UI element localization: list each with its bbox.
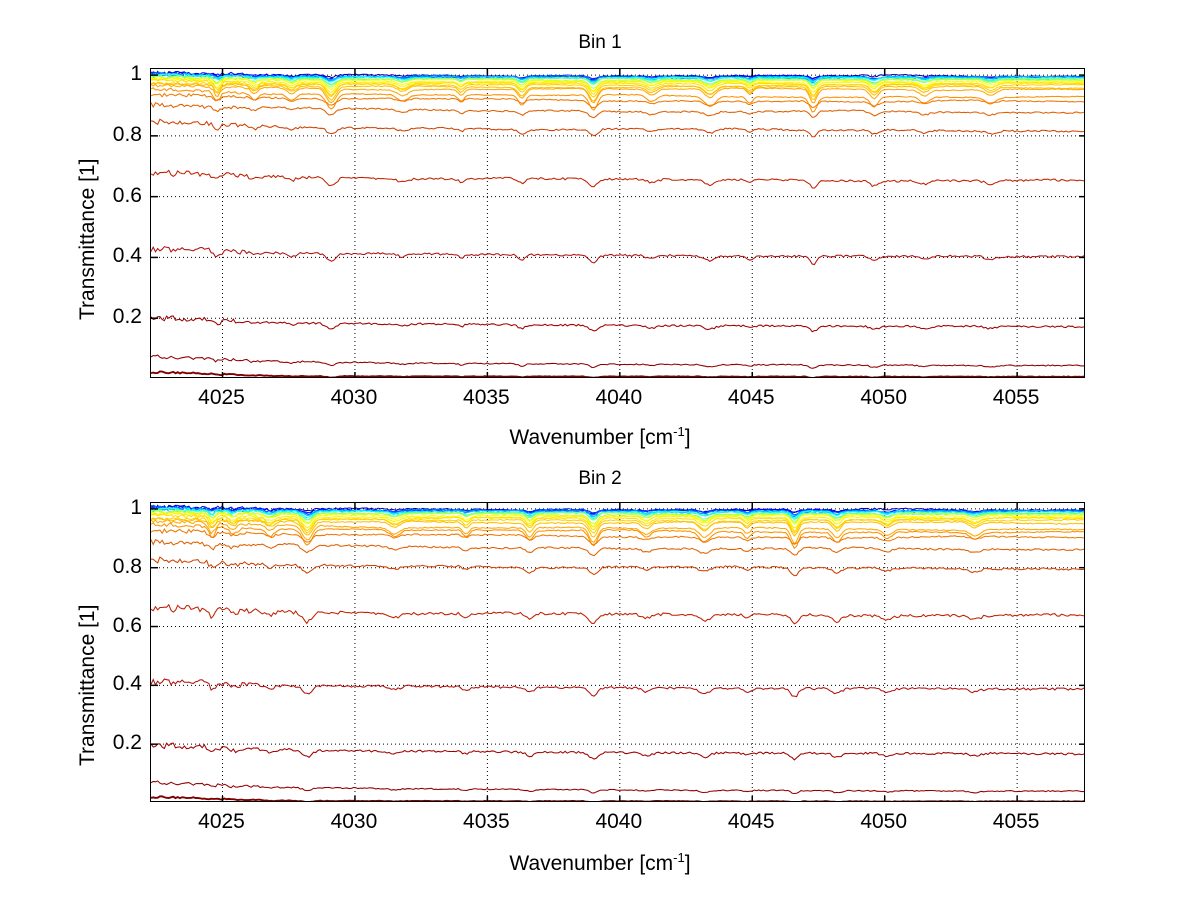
x-axis-label-text-bin-2: Wavenumber [cm	[509, 852, 674, 875]
spectrum-line	[151, 82, 1084, 102]
spectrum-line	[151, 354, 1084, 369]
x-tick-label: 4035	[463, 386, 510, 409]
spectrum-line	[151, 795, 1084, 801]
x-tick-label: 4045	[727, 810, 775, 833]
panel-bin-2: Bin 2 Transmittance [1] Wavenumber [cm-1…	[0, 446, 1200, 901]
spectrum-line	[151, 603, 1084, 625]
y-tick-label: 1	[130, 495, 142, 519]
spectrum-line	[151, 73, 1084, 83]
spectrum-line	[151, 678, 1084, 698]
y-tick-label: 0.4	[112, 672, 142, 696]
x-axis-label-tail-bin-2: ]	[684, 852, 691, 875]
y-tick-label: 0.8	[112, 122, 142, 146]
spectrum-line	[151, 76, 1084, 94]
spectrum-line	[151, 510, 1084, 529]
y-tick-label: 0.8	[112, 554, 142, 578]
x-tick-label: 4050	[860, 810, 908, 833]
spectra-lines-bin-1	[151, 69, 1084, 377]
spectrum-line	[151, 780, 1084, 795]
spectrum-line	[151, 517, 1084, 538]
x-tick-label: 4025	[198, 810, 245, 833]
spectrum-line	[151, 315, 1084, 333]
spectrum-line	[151, 79, 1084, 96]
spectrum-line	[151, 70, 1084, 80]
spectrum-line	[151, 76, 1084, 92]
panel-bin-1: Bin 1 Transmittance [1] Wavenumber [cm-1…	[0, 32, 1200, 450]
x-axis-label-exponent-bin-2: -1	[673, 850, 685, 865]
y-tick-label: 1	[130, 62, 142, 86]
x-axis-label-tail-bin-1: ]	[684, 426, 691, 449]
x-tick-label: 4040	[595, 386, 643, 409]
spectrum-line	[151, 528, 1084, 545]
y-axis-label-text-bin-1: Transmittance [1]	[76, 158, 99, 320]
spectrum-line	[151, 169, 1084, 189]
spectrum-line	[151, 75, 1084, 89]
y-tick-label: 0.4	[112, 244, 142, 268]
x-tick-label: 4050	[860, 386, 908, 409]
spectrum-line	[151, 102, 1084, 119]
x-axis-label-bin-2: Wavenumber [cm-1]	[0, 850, 1200, 876]
x-tick-label: 4045	[727, 386, 775, 409]
spectrum-line	[151, 513, 1084, 533]
spectrum-line	[151, 556, 1084, 577]
spectrum-line	[151, 507, 1084, 518]
spectrum-line	[151, 83, 1084, 104]
x-tick-label: 4030	[330, 386, 378, 409]
spectrum-line	[151, 516, 1084, 534]
x-tick-label: 4040	[595, 810, 643, 833]
spectrum-line	[151, 370, 1084, 377]
y-tick-label: 0.6	[112, 183, 142, 207]
x-axis-label-exponent-bin-1: -1	[673, 424, 685, 439]
y-tick-label: 0.6	[112, 613, 142, 637]
y-tick-label: 0.2	[112, 305, 142, 329]
spectrum-line	[151, 742, 1084, 761]
x-tick-label: 4055	[992, 810, 1040, 833]
spectrum-line	[151, 245, 1084, 266]
x-axis-label-bin-1: Wavenumber [cm-1]	[0, 424, 1200, 450]
spectrum-line	[151, 87, 1084, 113]
spectra-lines-bin-2	[151, 503, 1084, 801]
axes-bin-2	[150, 502, 1085, 802]
plot-title-bin-2: Bin 2	[578, 468, 622, 489]
spectrum-line	[151, 519, 1084, 545]
spectrum-line	[151, 539, 1084, 557]
spectrum-line	[151, 509, 1084, 525]
spectrum-line	[151, 522, 1084, 550]
spectrum-line	[151, 504, 1084, 514]
x-tick-label: 4030	[330, 810, 378, 833]
plot-title-bin-1: Bin 1	[578, 32, 622, 53]
x-tick-label: 4055	[992, 386, 1040, 409]
spectrum-line	[151, 92, 1084, 109]
x-tick-label: 4035	[463, 810, 510, 833]
spectrum-line	[151, 81, 1084, 98]
y-tick-label: 0.2	[112, 731, 142, 755]
axes-bin-1	[150, 68, 1085, 378]
x-axis-label-text-bin-1: Wavenumber [cm	[509, 426, 674, 449]
y-axis-label-bin-1: Transmittance [1]	[76, 159, 100, 320]
x-tick-label: 4025	[198, 386, 245, 409]
spectrum-line	[151, 118, 1084, 138]
